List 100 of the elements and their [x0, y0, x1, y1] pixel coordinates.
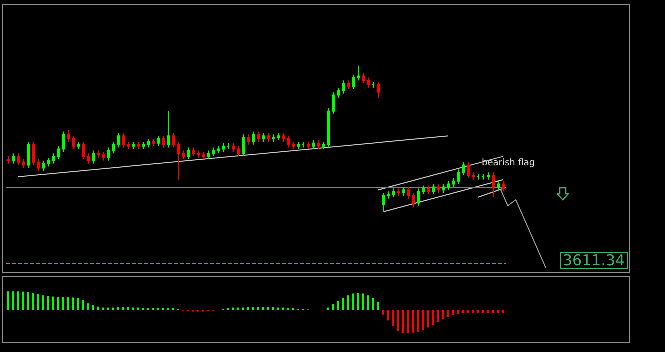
candlestick	[102, 152, 105, 162]
candlestick	[312, 140, 315, 150]
candlestick	[447, 180, 450, 191]
candlestick	[277, 132, 280, 141]
candlestick	[167, 110, 170, 148]
candlestick	[182, 150, 185, 160]
candlestick	[57, 146, 60, 160]
candlestick	[112, 141, 115, 154]
bar	[462, 310, 464, 314]
candlestick	[212, 147, 215, 158]
candlestick	[107, 147, 110, 162]
candlestick	[252, 131, 255, 146]
bar	[492, 310, 494, 314]
candlestick	[52, 153, 55, 164]
candlestick	[307, 141, 310, 150]
candlestick	[67, 130, 70, 142]
bar	[368, 296, 370, 310]
bar	[372, 298, 374, 310]
candlestick	[27, 141, 30, 169]
candlestick	[162, 136, 165, 148]
candlestick	[347, 80, 350, 90]
bar	[448, 310, 450, 318]
bar	[352, 294, 354, 310]
candlestick	[407, 186, 410, 200]
bar	[32, 293, 34, 310]
candlestick	[372, 82, 375, 88]
bar	[388, 310, 390, 321]
candlestick	[482, 174, 485, 180]
bar	[362, 294, 364, 310]
bar	[22, 292, 24, 310]
candlestick	[142, 141, 145, 150]
candlestick	[7, 156, 10, 164]
bar	[392, 310, 394, 327]
candlestick	[157, 136, 160, 147]
candlestick	[362, 72, 365, 84]
candlestick	[227, 142, 230, 150]
bar	[348, 296, 350, 310]
candlestick	[342, 80, 345, 94]
candlestick	[172, 132, 175, 148]
bar	[62, 297, 64, 310]
candlestick	[177, 141, 180, 180]
candlestick	[452, 178, 455, 188]
candlestick	[207, 150, 210, 160]
candlestick	[77, 141, 80, 150]
candlestick	[457, 169, 460, 185]
bar	[478, 310, 480, 313]
candlestick	[97, 150, 100, 159]
text: 3611.34	[563, 252, 626, 270]
bar	[472, 310, 474, 313]
candlestick	[337, 87, 340, 99]
candlestick	[152, 138, 155, 147]
candlestick	[222, 142, 225, 153]
candlestick	[417, 188, 420, 207]
candlestick	[367, 77, 370, 88]
candlestick	[122, 132, 125, 148]
bar	[382, 310, 384, 315]
candlestick	[187, 147, 190, 160]
bar	[498, 310, 500, 314]
bar	[428, 310, 430, 328]
candlestick	[82, 141, 85, 160]
candlestick	[432, 184, 435, 195]
candlestick	[487, 172, 490, 180]
candlestick	[132, 141, 135, 150]
candlestick	[117, 132, 120, 148]
candlestick	[412, 192, 415, 208]
bar	[402, 310, 404, 334]
candlestick	[147, 138, 150, 148]
candlestick	[422, 185, 425, 195]
bar	[58, 297, 60, 310]
candlestick	[502, 180, 505, 192]
bar	[458, 310, 460, 314]
bar	[502, 310, 504, 314]
candlestick	[327, 108, 330, 148]
candlestick	[317, 140, 320, 150]
bar	[48, 296, 50, 310]
candlestick	[12, 153, 15, 164]
candlestick	[497, 180, 500, 191]
bar	[442, 310, 444, 320]
bar	[72, 298, 74, 310]
candlestick	[402, 186, 405, 196]
candlestick	[237, 146, 240, 158]
candlestick	[197, 150, 200, 159]
bar	[338, 301, 340, 310]
candlestick	[387, 191, 390, 200]
bar	[332, 304, 334, 310]
bar	[18, 292, 20, 310]
bar	[468, 310, 470, 313]
candlestick	[282, 132, 285, 142]
candlestick	[462, 162, 465, 176]
candlestick	[392, 188, 395, 198]
candlestick	[467, 162, 470, 179]
annotation: bearish flag	[482, 158, 536, 168]
candlestick	[242, 134, 245, 158]
candlestick	[87, 153, 90, 164]
bar	[98, 306, 100, 310]
bar	[398, 310, 400, 332]
candlestick	[287, 136, 290, 148]
candlestick	[232, 142, 235, 153]
candlestick	[72, 136, 75, 150]
candlestick	[32, 141, 35, 166]
